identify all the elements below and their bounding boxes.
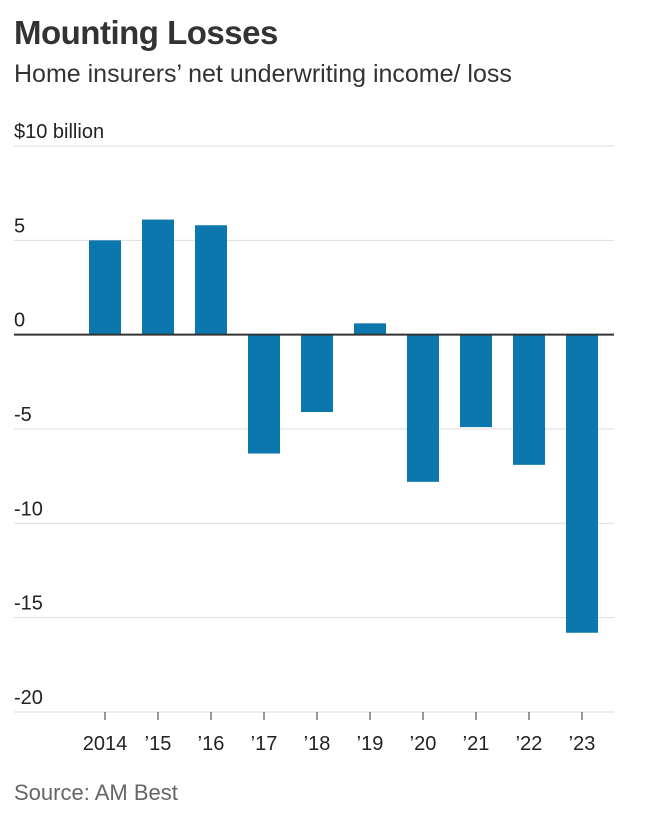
- y-tick-label: -20: [14, 687, 43, 709]
- x-tick-label: 2014: [83, 733, 128, 755]
- bar: [460, 334, 492, 428]
- x-tick-label: ’22: [516, 733, 543, 755]
- bar: [301, 334, 333, 413]
- bar: [195, 225, 227, 335]
- bar: [566, 334, 598, 633]
- x-tick-label: ’17: [251, 733, 278, 755]
- bar: [142, 219, 174, 335]
- chart-subtitle: Home insurers’ net underwriting income/ …: [14, 60, 512, 88]
- x-tick-label: ’21: [463, 733, 490, 755]
- x-tick-label: ’23: [569, 733, 596, 755]
- y-tick-label: -10: [14, 498, 43, 520]
- x-tick-label: ’19: [357, 733, 384, 755]
- y-tick-label: -15: [14, 593, 43, 615]
- bar: [407, 334, 439, 482]
- source-note: Source: AM Best: [14, 780, 178, 805]
- y-tick-label: -5: [14, 404, 32, 426]
- bar: [248, 334, 280, 454]
- x-tick-label: ’15: [145, 733, 172, 755]
- y-tick-label: $10 billion: [14, 121, 104, 143]
- x-tick-label: ’20: [410, 733, 437, 755]
- bar: [354, 323, 386, 335]
- x-tick-label: ’16: [198, 733, 225, 755]
- bar: [89, 240, 121, 335]
- x-tick-label: ’18: [304, 733, 331, 755]
- bar: [513, 334, 545, 465]
- y-tick-label: 0: [14, 310, 25, 332]
- chart-title: Mounting Losses: [14, 14, 278, 51]
- y-tick-label: 5: [14, 215, 25, 237]
